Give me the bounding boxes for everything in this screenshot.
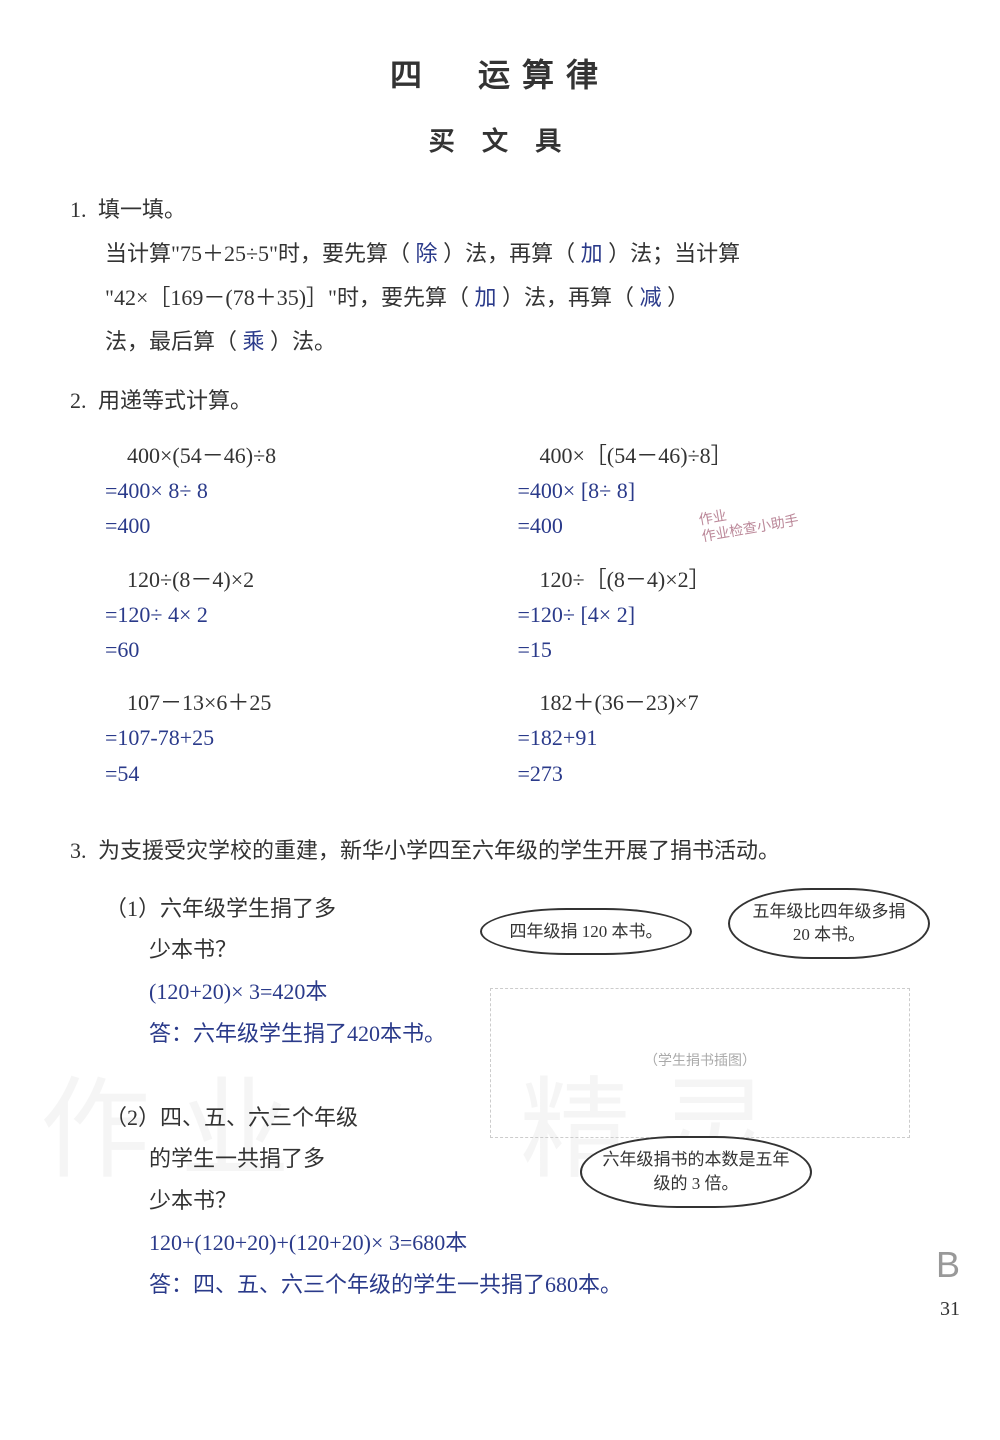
calc-step: =182+91 <box>518 720 931 755</box>
speech-bubble-1: 四年级捐 120 本书。 <box>480 908 692 956</box>
speech-bubble-3: 六年级捐书的本数是五年级的 3 倍。 <box>580 1136 812 1208</box>
speech-bubble-2: 五年级比四年级多捐 20 本书。 <box>728 888 930 960</box>
calc-step: =107-78+25 <box>105 720 518 755</box>
calc-step: =400 <box>105 508 518 543</box>
calc-step: =400× [8÷ 8] <box>518 473 931 508</box>
illustration: 四年级捐 120 本书。 五年级比四年级多捐 20 本书。 （学生捐书插图） 六… <box>470 888 930 1218</box>
problem-1-label: 填一填。 <box>98 197 186 222</box>
p1-text: ） <box>667 285 689 310</box>
problem-2-num: 2. <box>70 379 98 423</box>
calc-q: 400×(54－46)÷8 <box>105 438 518 473</box>
p1-ans5: 乘 <box>243 329 265 354</box>
calc-step: =60 <box>105 632 518 667</box>
sub1-ans: 答：六年级学生捐了420本书。 <box>149 1021 446 1046</box>
sub2-q: 少本书？ <box>149 1188 237 1213</box>
illustration-placeholder: （学生捐书插图） <box>490 988 910 1138</box>
sub1-calc: (120+20)× 3=420本 <box>149 979 327 1004</box>
calc-step: =15 <box>518 632 931 667</box>
sub2-num: （2） <box>105 1105 160 1130</box>
problem-3: 3.为支援受灾学校的重建，新华小学四至六年级的学生开展了捐书活动。 <box>70 829 930 873</box>
sub1-num: （1） <box>105 896 160 921</box>
calc-step: =273 <box>518 756 931 791</box>
calc-item: 120÷(8－4)×2 =120÷ 4× 2 =60 <box>105 562 518 668</box>
calc-grid: 400×(54－46)÷8 =400× 8÷ 8 =400 400×［(54－4… <box>70 438 930 809</box>
sub2-q: 的学生一共捐了多 <box>149 1146 325 1171</box>
page-number: 31 <box>940 1298 960 1321</box>
problem-2: 2.用递等式计算。 <box>70 379 930 423</box>
sub2-ans: 答：四、五、六三个年级的学生一共捐了680本。 <box>149 1272 622 1297</box>
problem-3-body: 四年级捐 120 本书。 五年级比四年级多捐 20 本书。 （学生捐书插图） 六… <box>70 888 930 1306</box>
p1-text: 当计算"75＋25÷5"时，要先算（ <box>105 241 410 266</box>
p1-text: ）法。 <box>270 329 336 354</box>
calc-item: 120÷［(8－4)×2］ =120÷ [4× 2] =15 <box>518 562 931 668</box>
problem-1: 1.填一填。 当计算"75＋25÷5"时，要先算（ 除 ）法，再算（ 加 ）法；… <box>70 188 930 364</box>
p1-text: 法，最后算（ <box>105 329 237 354</box>
problem-1-body: 当计算"75＋25÷5"时，要先算（ 除 ）法，再算（ 加 ）法；当计算 "42… <box>70 232 930 364</box>
sub2-q: 四、五、六三个年级 <box>160 1105 358 1130</box>
problem-3-num: 3. <box>70 829 98 873</box>
sub1-q: 六年级学生捐了多 <box>160 896 336 921</box>
calc-step: =400× 8÷ 8 <box>105 473 518 508</box>
calc-q: 182＋(36－23)×7 <box>518 685 931 720</box>
calc-q: 107－13×6＋25 <box>105 685 518 720</box>
calc-q: 120÷［(8－4)×2］ <box>518 562 931 597</box>
problem-2-label: 用递等式计算。 <box>98 388 252 413</box>
calc-q: 400×［(54－46)÷8］ <box>518 438 931 473</box>
p1-text: ）法；当计算 <box>608 241 740 266</box>
p1-ans3: 加 <box>475 285 497 310</box>
p1-text: ）法，再算（ <box>502 285 634 310</box>
badge-b: B <box>936 1244 960 1286</box>
page: 作业 精灵 四 运算律 买 文 具 1.填一填。 当计算"75＋25÷5"时，要… <box>0 0 1000 1336</box>
calc-step: =54 <box>105 756 518 791</box>
calc-step: =120÷ [4× 2] <box>518 597 931 632</box>
problem-3-label: 为支援受灾学校的重建，新华小学四至六年级的学生开展了捐书活动。 <box>98 838 780 863</box>
section-title: 买 文 具 <box>70 121 930 158</box>
p1-text: ）法，再算（ <box>443 241 575 266</box>
calc-item: 107－13×6＋25 =107-78+25 =54 <box>105 685 518 791</box>
p1-ans2: 加 <box>581 241 603 266</box>
calc-q: 120÷(8－4)×2 <box>105 562 518 597</box>
calc-item: 400×(54－46)÷8 =400× 8÷ 8 =400 <box>105 438 518 544</box>
p1-ans1: 除 <box>416 241 438 266</box>
sub1-q: 少本书？ <box>149 937 237 962</box>
chapter-title: 四 运算律 <box>70 50 930 96</box>
calc-item: 182＋(36－23)×7 =182+91 =273 <box>518 685 931 791</box>
p1-ans4: 减 <box>640 285 662 310</box>
sub2-calc: 120+(120+20)+(120+20)× 3=680本 <box>149 1230 467 1255</box>
calc-step: =120÷ 4× 2 <box>105 597 518 632</box>
p1-text: "42×［169－(78＋35)］"时，要先算（ <box>105 285 469 310</box>
problem-1-num: 1. <box>70 188 98 232</box>
